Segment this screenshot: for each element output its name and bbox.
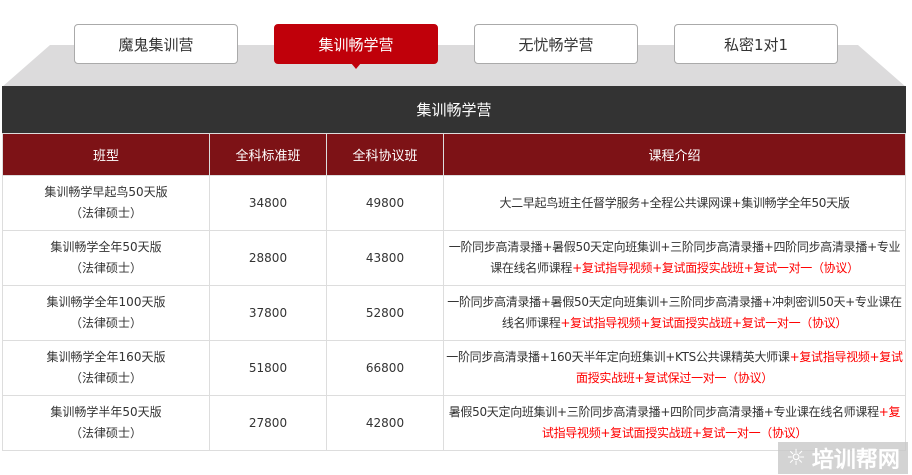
col-header: 课程介绍 (443, 133, 906, 176)
sun-icon: ☼ (786, 445, 806, 471)
standard-price: 34800 (209, 175, 327, 231)
class-name: 集训畅学全年50天版 (50, 240, 162, 254)
class-name: 集训畅学全年160天版 (46, 350, 166, 364)
tab-mogui[interactable]: 魔鬼集训营 (74, 24, 238, 64)
desc-text: 一阶同步高清录播+暑假50天定向班集训+三阶同步高清录播+冲刺密训50天+专业课… (447, 295, 902, 330)
tab-private-1v1[interactable]: 私密1对1 (674, 24, 838, 64)
agreement-price: 43800 (326, 230, 444, 286)
desc-highlight: +复试指导视频+复试面授实战班+复试保过一对一（协议） (576, 350, 903, 385)
standard-price: 37800 (209, 285, 327, 341)
col-header: 全科协议班 (326, 133, 444, 176)
class-name: 集训畅学早起鸟50天版 (44, 185, 168, 199)
table-row: 集训畅学半年50天版 （法律硕士） 27800 42800 暑假50天定向班集训+… (2, 395, 906, 451)
class-type: 集训畅学全年160天版 （法律硕士） (2, 340, 210, 396)
table-row: 集训畅学早起鸟50天版 （法律硕士） 34800 49800 大二早起鸟班主任督学… (2, 175, 906, 231)
col-header: 班型 (2, 133, 210, 176)
class-type: 集训畅学半年50天版 （法律硕士） (2, 395, 210, 451)
desc-highlight: +复试指导视频+复试面授实战班+复试一对一（协议） (572, 261, 859, 275)
class-subtitle: （法律硕士） (69, 261, 142, 275)
desc-text: 一阶同步高清录播+160天半年定向班集训+KTS公共课精英大师课 (446, 350, 790, 364)
course-description: 大二早起鸟班主任督学服务+全程公共课网课+集训畅学全年50天版 (443, 175, 906, 231)
class-subtitle: （法律硕士） (69, 316, 142, 330)
col-header: 全科标准班 (209, 133, 327, 176)
class-type: 集训畅学全年50天版 （法律硕士） (2, 230, 210, 286)
standard-price: 28800 (209, 230, 327, 286)
course-table: 班型 全科标准班 全科协议班 课程介绍 集训畅学早起鸟50天版 （法律硕士） 34… (2, 133, 906, 451)
table-row: 集训畅学全年160天版 （法律硕士） 51800 66800 一阶同步高清录播+1… (2, 340, 906, 396)
course-description: 一阶同步高清录播+160天半年定向班集训+KTS公共课精英大师课+复试指导视频+… (443, 340, 906, 396)
course-description: 一阶同步高清录播+暑假50天定向班集训+三阶同步高清录播+冲刺密训50天+专业课… (443, 285, 906, 341)
class-subtitle: （法律硕士） (69, 426, 142, 440)
desc-text: 大二早起鸟班主任督学服务+全程公共课网课+集训畅学全年50天版 (499, 195, 850, 210)
class-subtitle: （法律硕士） (69, 371, 142, 385)
class-subtitle: （法律硕士） (69, 206, 142, 220)
section-title: 集训畅学营 (2, 86, 906, 133)
class-type: 集训畅学早起鸟50天版 （法律硕士） (2, 175, 210, 231)
class-name: 集训畅学半年50天版 (50, 405, 162, 419)
desc-text: 一阶同步高清录播+暑假50天定向班集训+三阶同步高清录播+四阶同步高清录播+专业… (448, 240, 901, 275)
agreement-price: 66800 (326, 340, 444, 396)
tab-wuyou-changxue[interactable]: 无忧畅学营 (474, 24, 638, 64)
agreement-price: 52800 (326, 285, 444, 341)
desc-highlight: +复试指导视频+复试面授实战班+复试一对一（协议） (560, 316, 848, 330)
tab-bar: 魔鬼集训营 集训畅学营 无忧畅学营 私密1对1 (74, 24, 838, 69)
table-row: 集训畅学全年100天版 （法律硕士） 37800 52800 一阶同步高清录播+暑… (2, 285, 906, 341)
desc-text: 暑假50天定向班集训+三阶同步高清录播+四阶同步高清录播+专业课在线名师课程 (448, 405, 879, 419)
course-description: 暑假50天定向班集训+三阶同步高清录播+四阶同步高清录播+专业课在线名师课程+复… (443, 395, 906, 451)
table-row: 集训畅学全年50天版 （法律硕士） 28800 43800 一阶同步高清录播+暑假… (2, 230, 906, 286)
watermark-logo: ☼ 培训帮网 (778, 442, 908, 474)
class-type: 集训畅学全年100天版 （法律硕士） (2, 285, 210, 341)
course-description: 一阶同步高清录播+暑假50天定向班集训+三阶同步高清录播+四阶同步高清录播+专业… (443, 230, 906, 286)
standard-price: 51800 (209, 340, 327, 396)
tab-jixun-changxue[interactable]: 集训畅学营 (274, 24, 438, 69)
agreement-price: 49800 (326, 175, 444, 231)
class-name: 集训畅学全年100天版 (46, 295, 166, 309)
desc-highlight: +复试指导视频+复试面授实战班+复试一对一（协议） (541, 405, 901, 440)
standard-price: 27800 (209, 395, 327, 451)
agreement-price: 42800 (326, 395, 444, 451)
watermark-text: 培训帮网 (811, 448, 900, 473)
